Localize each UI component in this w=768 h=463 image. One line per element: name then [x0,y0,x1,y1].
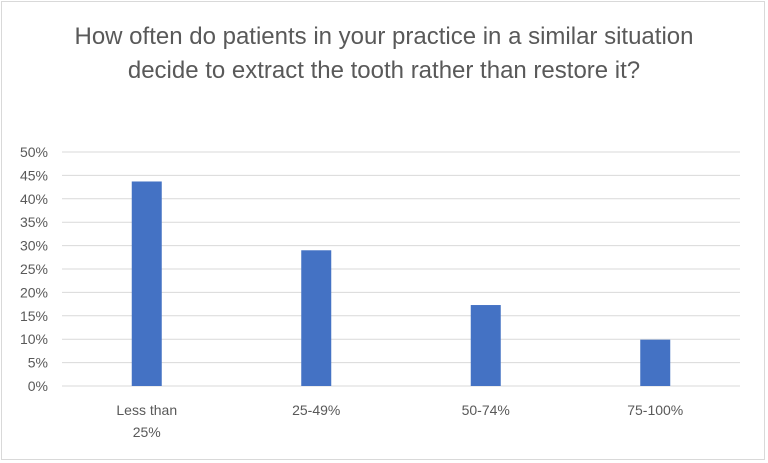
y-tick-label: 30% [20,238,48,254]
gridlines [62,151,740,387]
y-tick-label: 15% [20,308,48,324]
y-tick-label: 50% [20,144,48,160]
y-tick-label: 5% [28,355,48,371]
bar [640,339,671,386]
y-tick-label: 10% [20,331,48,347]
bar [470,305,501,386]
y-tick-label: 20% [20,284,48,300]
bar [131,181,162,386]
x-tick-label: 25% [133,424,161,440]
x-tick-label: 25-49% [292,402,340,418]
bar [301,250,332,386]
bars [131,181,671,386]
y-tick-label: 40% [20,191,48,207]
y-tick-label: 45% [20,167,48,183]
y-tick-label: 25% [20,261,48,277]
y-axis: 0% 5% 10% 15% 20% 25% 30% 35% 40% 45% 50% [20,144,48,394]
chart-title: How often do patients in your practice i… [74,23,694,84]
x-axis: Less than 25% 25-49% 50-74% 75-100% [116,402,683,440]
x-tick-label: 50-74% [462,402,510,418]
x-tick-label: Less than [116,402,177,418]
y-tick-label: 0% [28,378,48,394]
y-tick-label: 35% [20,214,48,230]
x-tick-label: 75-100% [627,402,683,418]
